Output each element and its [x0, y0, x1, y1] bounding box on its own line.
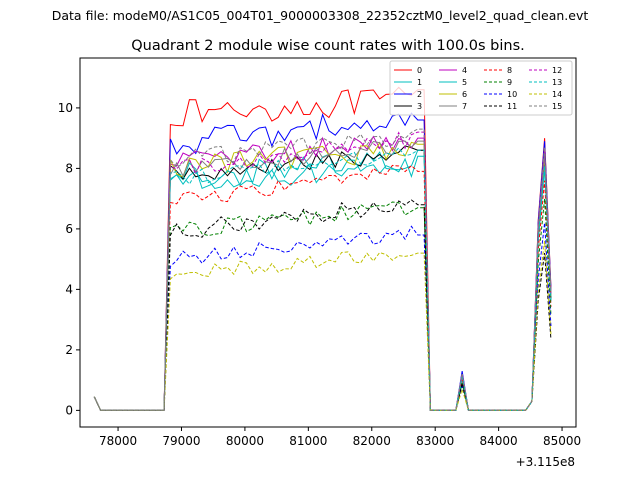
- legend-box: [389, 60, 573, 116]
- x-tick-label: 83000: [416, 434, 454, 448]
- legend-label-8: 8: [507, 66, 512, 75]
- series-layer: [93, 86, 552, 411]
- series-line-15: [93, 128, 552, 411]
- x-axis-offset: +3.115e8: [516, 455, 575, 469]
- y-tick-label: 10: [58, 101, 73, 115]
- x-tick-label: 85000: [543, 434, 581, 448]
- legend-label-13: 13: [552, 78, 562, 87]
- legend-label-15: 15: [552, 102, 562, 111]
- x-tick-label: 84000: [480, 434, 518, 448]
- y-tick-label: 8: [65, 161, 73, 175]
- legend-label-11: 11: [507, 102, 517, 111]
- legend-label-12: 12: [552, 66, 562, 75]
- x-tick-label: 81000: [289, 434, 327, 448]
- series-line-8: [93, 164, 552, 411]
- legend-label-7: 7: [462, 102, 467, 111]
- legend-label-0: 0: [417, 66, 422, 75]
- suptitle: Data file: modeM0/AS1C05_004T01_90000033…: [52, 8, 589, 23]
- y-axis: 0 2 4 6 8 10: [58, 101, 80, 417]
- x-tick-label: 79000: [162, 434, 200, 448]
- legend-label-4: 4: [462, 66, 467, 75]
- plot-frame: [79, 57, 577, 428]
- x-axis: 78000 79000 80000 81000 82000 83000 84000 85000: [99, 427, 581, 448]
- y-tick-label: 2: [65, 343, 73, 357]
- x-tick-label: 78000: [99, 434, 137, 448]
- legend-label-10: 10: [507, 90, 517, 99]
- legend-label-9: 9: [507, 78, 512, 87]
- x-tick-label: 80000: [226, 434, 264, 448]
- legend-label-14: 14: [552, 90, 562, 99]
- y-tick-label: 4: [65, 282, 73, 296]
- legend-label-5: 5: [462, 78, 467, 87]
- y-tick-label: 6: [65, 222, 73, 236]
- chart-title: Quadrant 2 module wise count rates with …: [131, 38, 525, 54]
- legend-label-1: 1: [417, 78, 422, 87]
- series-line-11: [93, 199, 552, 411]
- legend-label-2: 2: [417, 90, 422, 99]
- legend-label-3: 3: [417, 102, 422, 111]
- legend-label-6: 6: [462, 90, 467, 99]
- y-tick-label: 0: [65, 403, 73, 417]
- x-tick-label: 82000: [353, 434, 391, 448]
